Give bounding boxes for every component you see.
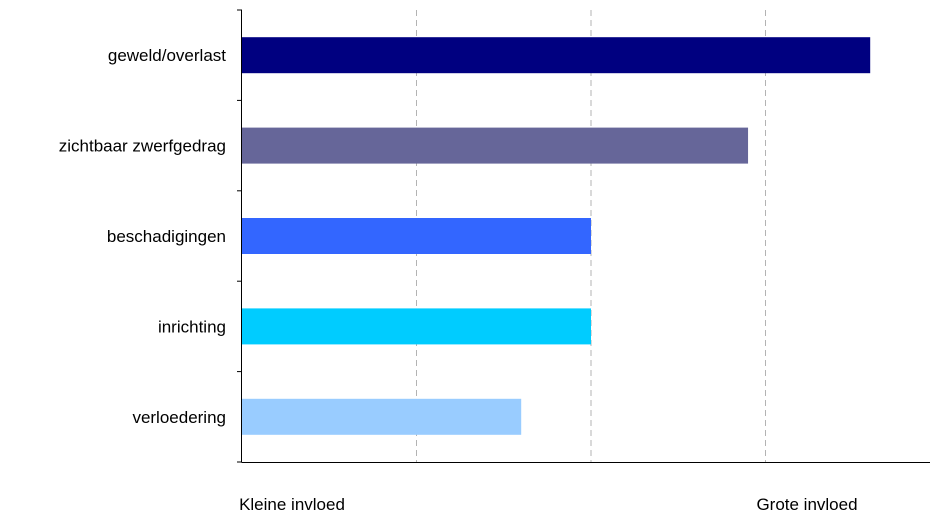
bar: [242, 398, 522, 435]
category-label: inrichting: [158, 317, 226, 336]
x-axis-high-label: Grote invloed: [756, 495, 857, 514]
bars: [242, 37, 871, 435]
category-labels: geweld/overlast zichtbaar zwerfgedrag besc…: [59, 46, 227, 427]
category-label: beschadigingen: [107, 227, 226, 246]
bar: [242, 127, 749, 164]
axes: [237, 9, 930, 463]
x-axis-low-label: Kleine invloed: [239, 495, 345, 514]
bar: [242, 218, 591, 254]
category-label: zichtbaar zwerfgedrag: [59, 137, 226, 156]
bar: [242, 308, 591, 345]
bar: [242, 37, 871, 74]
category-label: geweld/overlast: [108, 46, 226, 65]
category-label: verloedering: [132, 408, 226, 427]
